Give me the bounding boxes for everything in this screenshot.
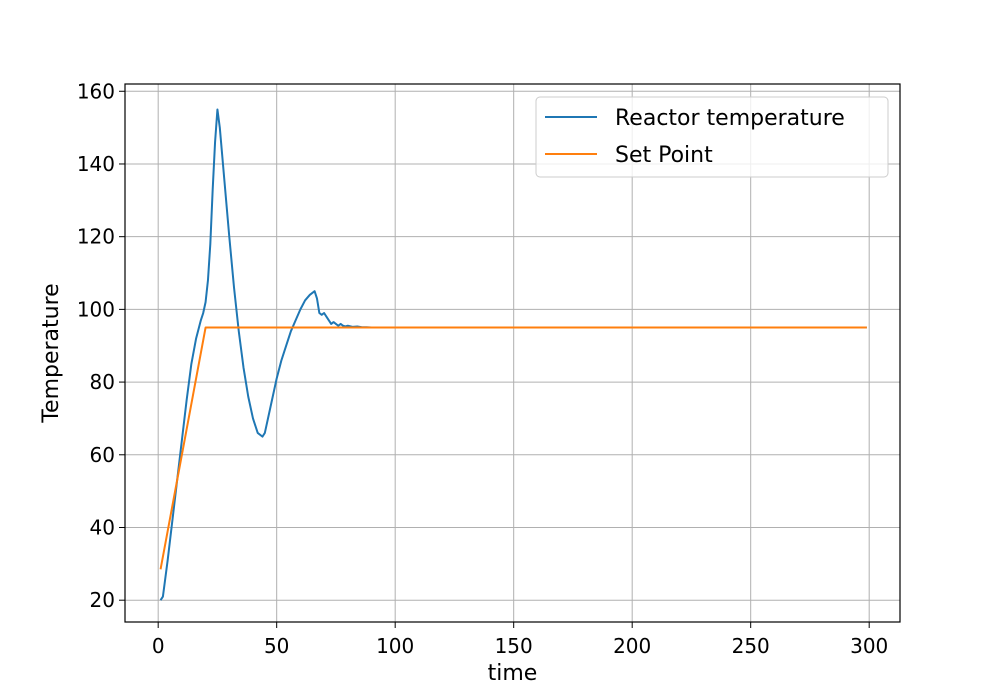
series-line-set-point (159, 326, 867, 570)
legend-box (535, 96, 889, 178)
x-tick-label: 200 (613, 634, 651, 658)
x-tick-label: 0 (152, 634, 165, 658)
y-tick-label: 100 (77, 297, 115, 321)
legend-label-reactor-temperature: Reactor temperature (615, 106, 845, 131)
axes-frame (124, 83, 901, 623)
y-tick-label: 80 (90, 370, 115, 394)
y-tick-label: 120 (77, 225, 115, 249)
x-tick-label: 300 (850, 634, 888, 658)
y-axis-label: Temperature (39, 283, 64, 423)
y-tick-label: 20 (90, 588, 115, 612)
ticks: 0 50 100 150 200 250 300 20 40 60 80 100 120 140 160 (77, 79, 888, 658)
x-tick-label: 250 (732, 634, 770, 658)
y-tick-label: 160 (77, 79, 115, 103)
y-tick-label: 140 (77, 152, 115, 176)
series-lines (159, 108, 867, 601)
x-tick-label: 100 (376, 634, 414, 658)
series-line-reactor-temperature (159, 108, 867, 601)
x-axis-label: time (488, 661, 538, 686)
legend-label-set-point: Set Point (615, 143, 713, 168)
x-tick-label: 50 (264, 634, 289, 658)
y-tick-label: 40 (90, 515, 115, 539)
y-tick-label: 60 (90, 443, 115, 467)
legend: Reactor temperature Set Point (535, 96, 889, 178)
x-tick-label: 150 (495, 634, 533, 658)
